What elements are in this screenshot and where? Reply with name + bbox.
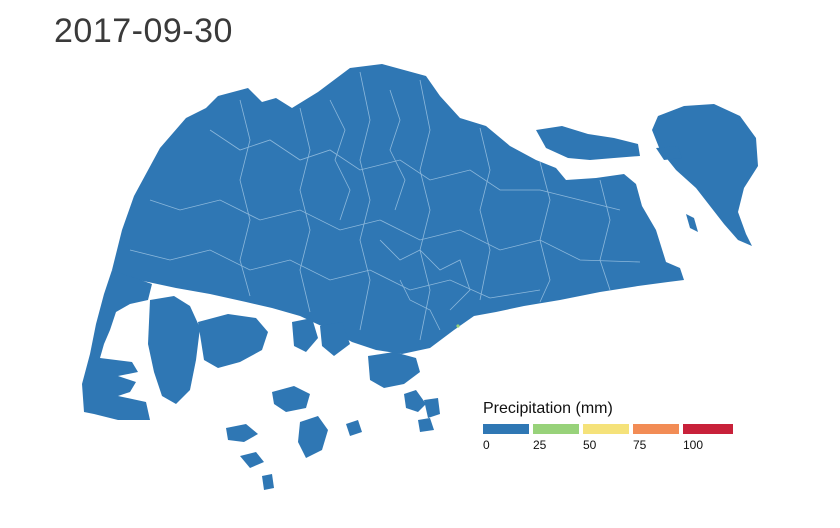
pasir-panjang-terminal: [320, 322, 350, 356]
legend-swatch-3: [633, 424, 679, 434]
jurong-island: [198, 314, 268, 368]
main-island: [112, 64, 684, 354]
legend-tick-50: 50: [583, 438, 597, 452]
southern-island-6: [404, 390, 426, 412]
subzone-boundaries: [129, 71, 641, 341]
southern-island-7: [424, 398, 440, 418]
legend-tick-75: 75: [633, 438, 647, 452]
southern-island-1: [272, 386, 310, 412]
legend-tick-100: 100: [683, 438, 704, 452]
legend-swatch-4: [683, 424, 733, 434]
southern-island-8: [418, 418, 434, 432]
tuas-pier-east: [292, 318, 318, 352]
southern-island-3: [226, 424, 258, 442]
legend-tick-0: 0: [483, 438, 490, 452]
legend-title: Precipitation (mm): [483, 400, 613, 417]
land-areas: [82, 64, 758, 490]
southern-island-9: [262, 474, 274, 490]
precip-marker: [456, 324, 460, 328]
legend-swatch-2: [583, 424, 629, 434]
legend-swatch-0: [483, 424, 529, 434]
map-title: 2017-09-30: [54, 12, 233, 50]
small-east-island: [656, 146, 682, 160]
changi-east-jetty: [686, 214, 698, 232]
jurong-piers: [148, 296, 200, 404]
pulau-tekong: [652, 104, 758, 246]
southern-island-5: [346, 420, 362, 436]
southern-island-4: [240, 452, 264, 468]
sentosa: [368, 352, 420, 388]
legend-tick-25: 25: [533, 438, 547, 452]
pulau-ubin: [536, 126, 640, 160]
legend-swatch-1: [533, 424, 579, 434]
western-reclaimed-area: [82, 270, 152, 420]
southern-island-2: [298, 416, 328, 458]
map-legend: Precipitation (mm) 0 25 50 75 100: [483, 400, 743, 460]
